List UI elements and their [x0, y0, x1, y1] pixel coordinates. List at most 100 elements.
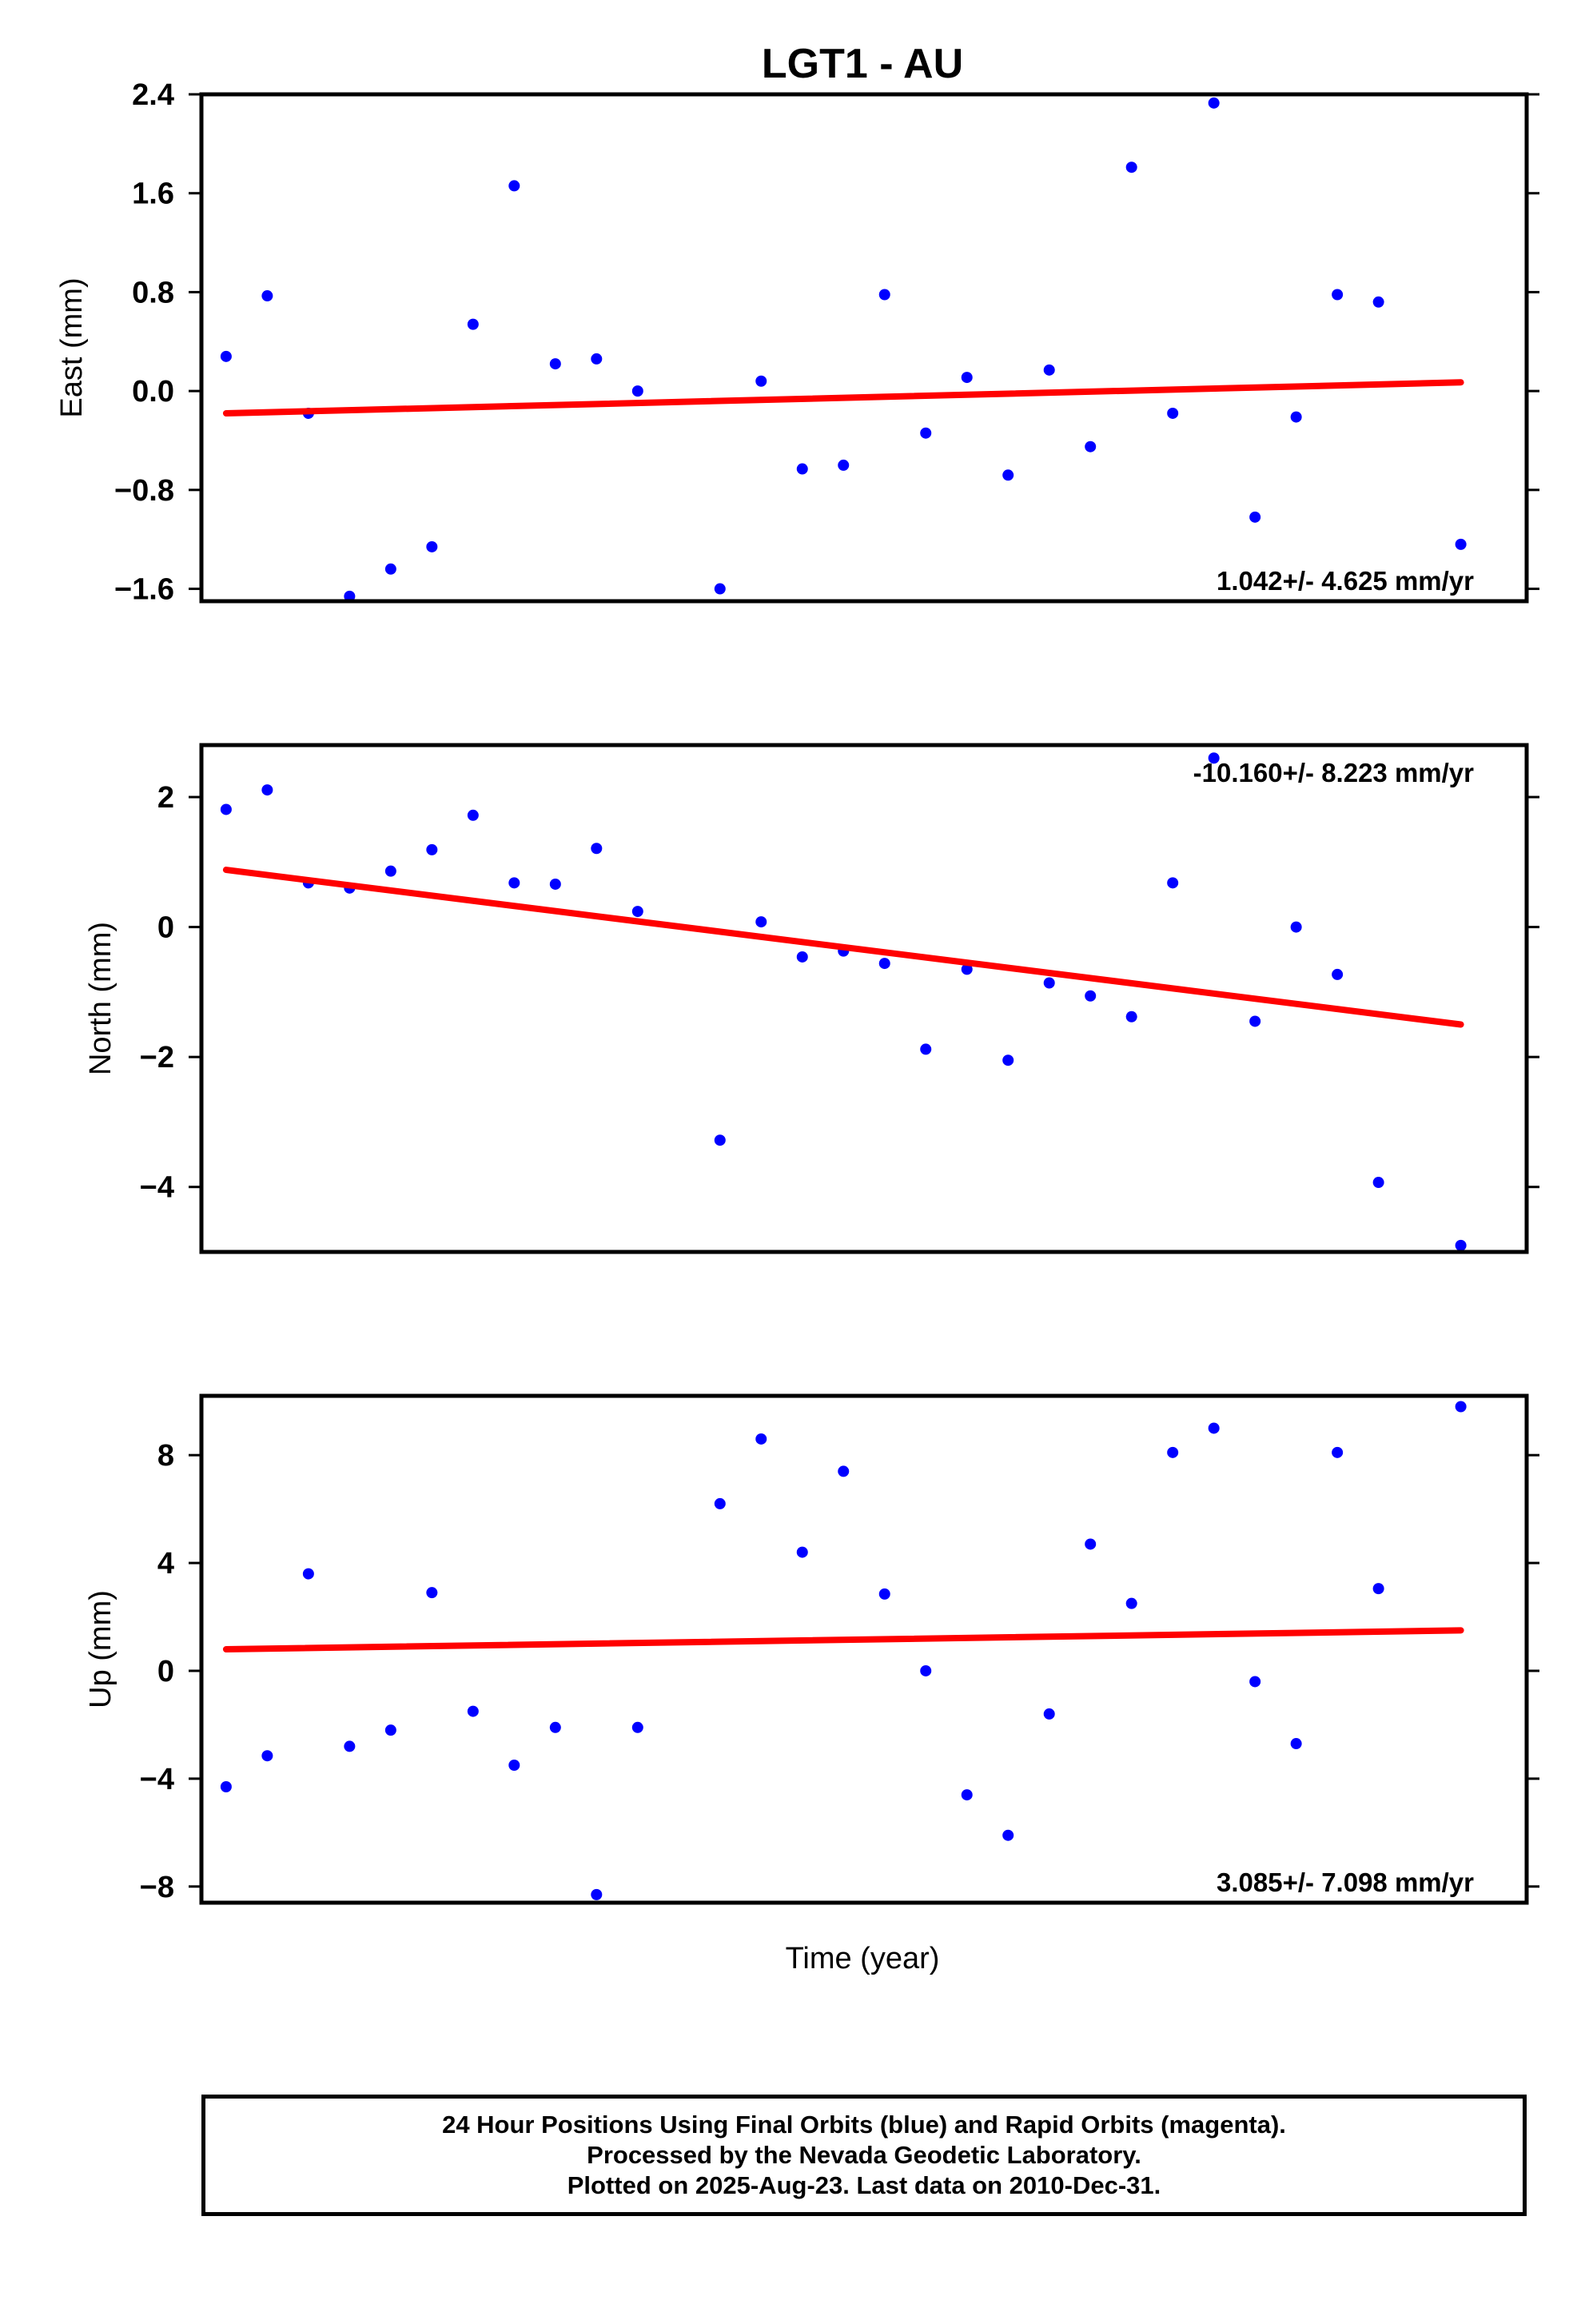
panel-1: −1.6 −0.8 0.0 0.8 1.6 2.4 East (mm) 1.042+/- 4.… — [55, 78, 1539, 607]
data-point — [920, 1043, 932, 1055]
data-point — [1167, 407, 1179, 419]
data-point — [467, 318, 479, 330]
data-point — [755, 916, 767, 928]
data-point — [1372, 296, 1384, 308]
data-point — [878, 958, 890, 970]
data-point — [1208, 1422, 1220, 1434]
data-point — [261, 1750, 273, 1762]
data-point — [714, 1497, 726, 1509]
data-point — [1455, 538, 1467, 550]
data-point — [1290, 411, 1302, 423]
data-point — [1125, 1597, 1137, 1609]
data-point — [1208, 752, 1220, 764]
data-group — [220, 97, 1467, 601]
data-point — [549, 878, 561, 890]
y-tick-label: 0.0 — [132, 375, 174, 409]
data-point — [220, 350, 232, 362]
y-tick-label: 1.6 — [132, 177, 174, 211]
y-axis-label: Up (mm) — [84, 1590, 117, 1708]
data-point — [838, 1465, 850, 1477]
data-point — [961, 963, 973, 975]
trend-line — [222, 379, 1464, 417]
data-point — [261, 784, 273, 796]
data-point — [467, 809, 479, 821]
data-point — [384, 865, 396, 877]
data-point — [1208, 97, 1220, 109]
data-point — [1332, 968, 1344, 980]
data-point — [220, 1780, 232, 1792]
data-point — [384, 1724, 396, 1736]
data-point — [796, 951, 808, 963]
data-point — [1249, 1676, 1261, 1688]
footer-line-2: Processed by the Nevada Geodetic Laborat… — [587, 2141, 1141, 2169]
y-tick-label: −1.6 — [114, 573, 174, 607]
y-axis-label: East (mm) — [55, 277, 89, 417]
y-tick-label: 4 — [157, 1547, 174, 1581]
data-point — [1125, 1011, 1137, 1022]
panel-frame — [199, 1393, 1529, 1905]
footer-box: 24 Hour Positions Using Final Orbits (bl… — [201, 2095, 1527, 2216]
data-point — [426, 1587, 438, 1599]
y-tick-label: 2 — [157, 781, 174, 815]
data-point — [1249, 1015, 1261, 1027]
data-point — [631, 1721, 643, 1733]
data-point — [549, 358, 561, 370]
data-point — [714, 1134, 726, 1146]
data-point — [261, 290, 273, 302]
data-point — [508, 1760, 520, 1772]
data-point — [344, 590, 356, 601]
data-point — [302, 1568, 314, 1580]
data-point — [508, 877, 520, 889]
data-point — [344, 1740, 356, 1752]
data-point — [920, 1664, 932, 1676]
y-tick-label: 8 — [157, 1439, 174, 1473]
chart-title: LGT1 - AU — [762, 41, 963, 87]
panel-frame — [199, 743, 1529, 1254]
footer-line-3: Plotted on 2025-Aug-23. Last data on 201… — [567, 2171, 1161, 2199]
data-point — [1002, 1054, 1014, 1066]
footer-line-1: 24 Hour Positions Using Final Orbits (bl… — [442, 2111, 1286, 2139]
data-point — [755, 1433, 767, 1445]
data-point — [961, 1789, 973, 1801]
data-point — [467, 1705, 479, 1717]
data-group — [220, 1401, 1467, 1900]
data-point — [920, 427, 932, 439]
data-point — [1290, 921, 1302, 933]
data-group — [220, 752, 1467, 1251]
data-point — [1372, 1583, 1384, 1595]
data-point — [591, 1888, 603, 1900]
rate-label: 3.085+/- 7.098 mm/yr — [1217, 1868, 1474, 1897]
data-point — [1167, 877, 1179, 889]
data-point — [878, 1588, 890, 1600]
data-point — [1372, 1177, 1384, 1189]
data-point — [1167, 1446, 1179, 1458]
data-point — [508, 180, 520, 192]
data-point — [1085, 1538, 1097, 1550]
data-point — [384, 563, 396, 575]
data-point — [796, 463, 808, 475]
data-point — [426, 540, 438, 552]
data-point — [426, 843, 438, 855]
y-tick-label: 0.8 — [132, 276, 174, 309]
data-point — [838, 459, 850, 471]
rate-label: -10.160+/- 8.223 mm/yr — [1193, 758, 1474, 787]
data-point — [1290, 1738, 1302, 1750]
y-tick-label: 0 — [157, 1655, 174, 1688]
panels: −1.6 −0.8 0.0 0.8 1.6 2.4 East (mm) 1.042+/- 4.… — [55, 78, 1539, 1905]
y-tick-label: −4 — [140, 1171, 174, 1205]
data-point — [1043, 364, 1055, 376]
data-point — [796, 1546, 808, 1558]
data-point — [1002, 469, 1014, 481]
data-point — [961, 372, 973, 384]
data-point — [1332, 289, 1344, 301]
y-tick-label: 2.4 — [132, 78, 174, 112]
y-axis-label: North (mm) — [84, 922, 117, 1075]
data-point — [1332, 1446, 1344, 1458]
data-point — [714, 583, 726, 595]
x-axis-label: Time (year) — [786, 1942, 940, 1975]
data-point — [549, 1721, 561, 1733]
y-tick-label: 0 — [157, 911, 174, 945]
data-point — [1043, 1708, 1055, 1720]
y-tick-label: −8 — [140, 1871, 174, 1904]
